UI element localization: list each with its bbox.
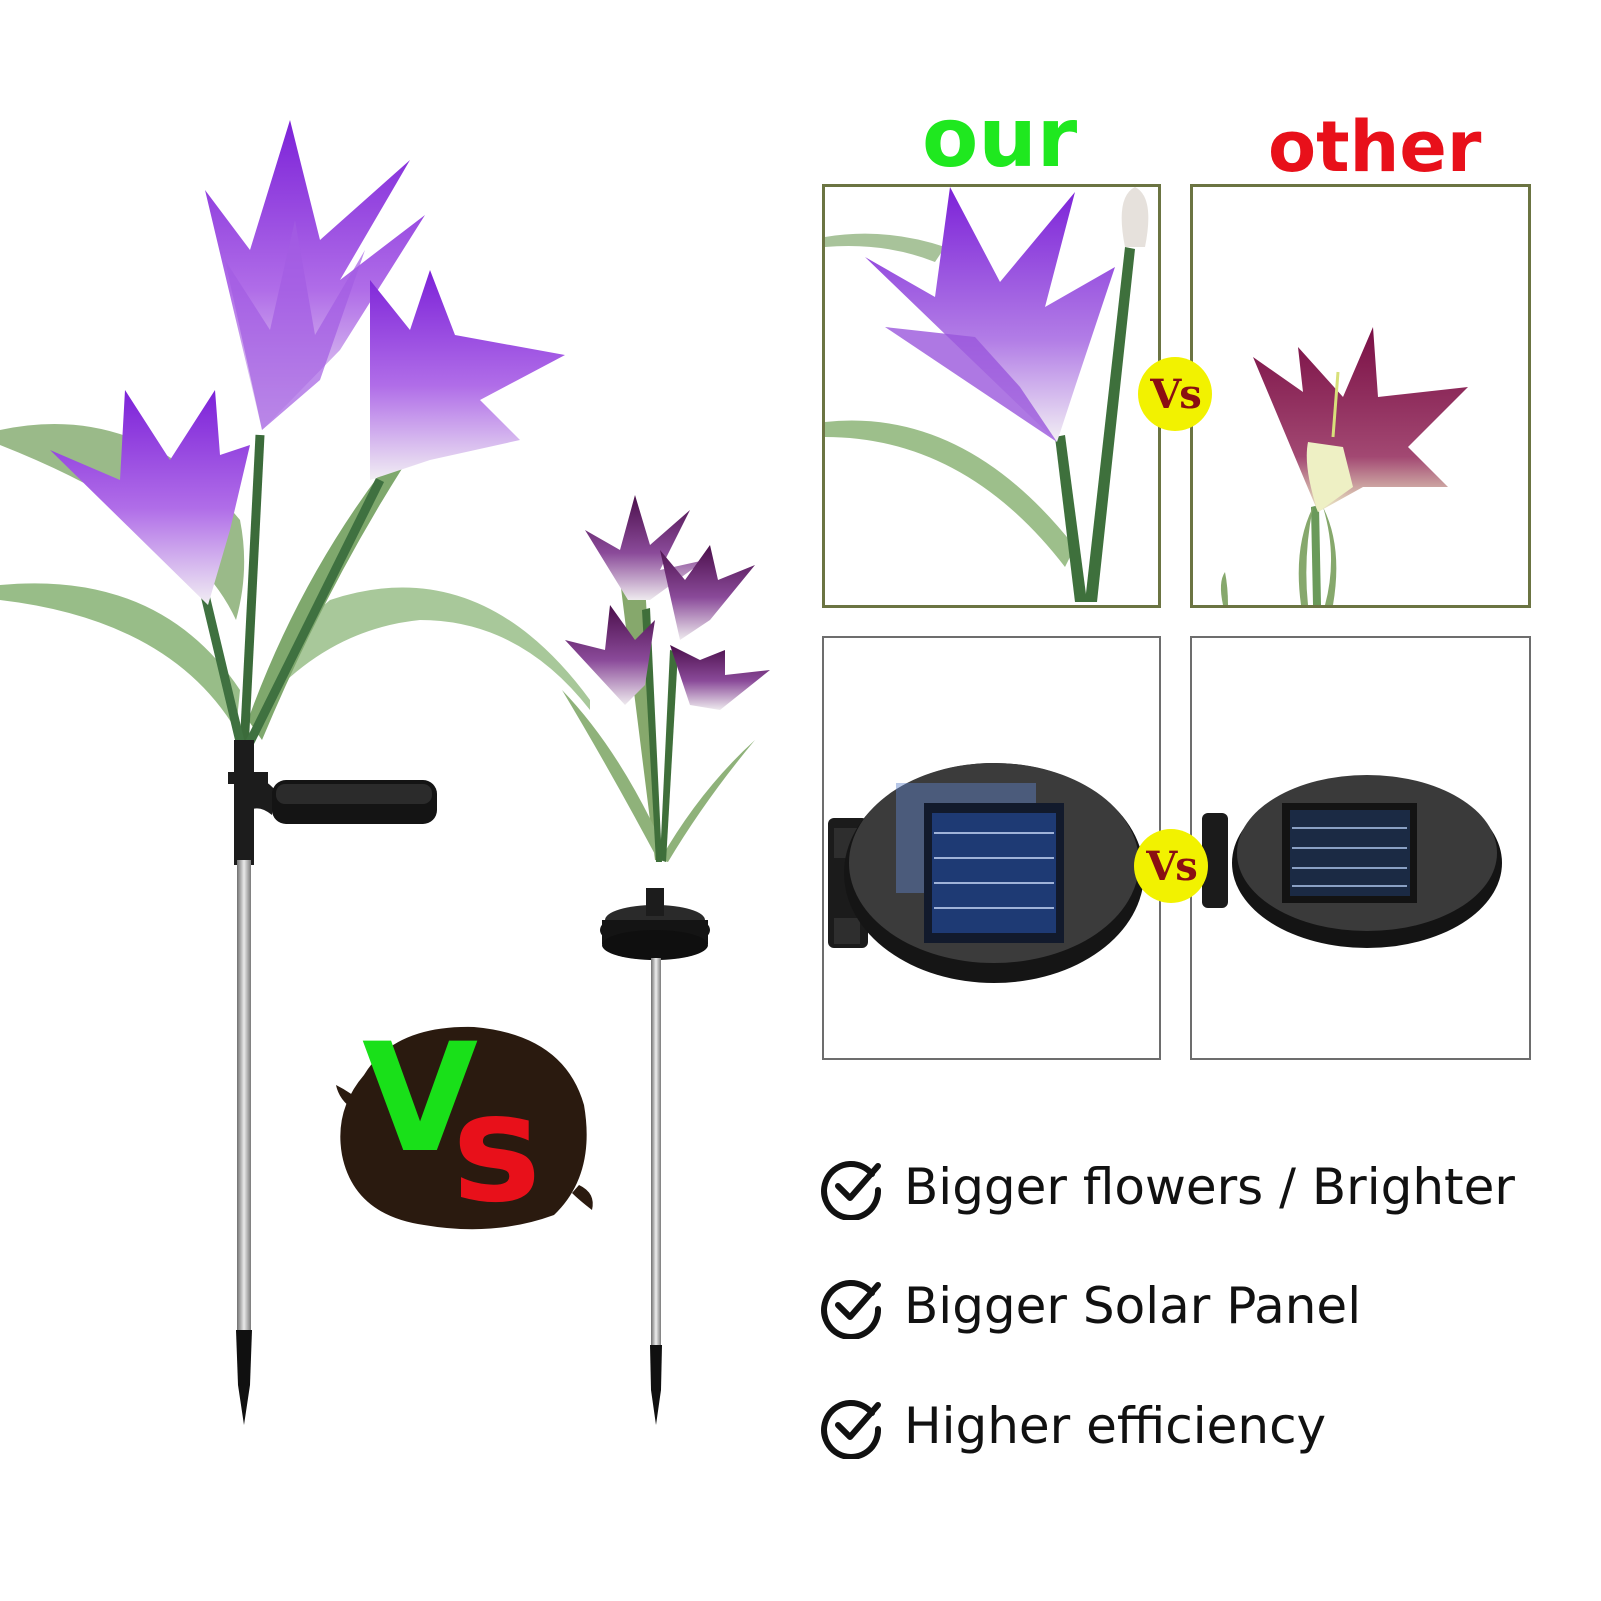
other-flower-image (1220, 327, 1468, 605)
heading-our: our (922, 91, 1078, 186)
big-vs-v-letter: V (362, 1015, 478, 1186)
other-lily-stake-photo (562, 495, 770, 1425)
our-solar-panel-image (828, 763, 1144, 983)
check-circle-icon (821, 1400, 882, 1459)
our-solar-panel-closeup (822, 636, 1161, 1060)
vs-badge-flowers: Vs (1138, 357, 1212, 431)
check-circle-icon (821, 1161, 882, 1220)
feature-text: Higher efficiency (904, 1397, 1327, 1455)
big-vs-badge: V s (336, 1015, 593, 1236)
vs-badge-panels: Vs (1134, 829, 1208, 903)
other-solar-panel-closeup (1190, 636, 1531, 1060)
heading-other: other (1268, 106, 1482, 188)
check-circle-icon (821, 1280, 882, 1339)
our-flower-image (825, 187, 1149, 602)
feature-text: Bigger Solar Panel (904, 1277, 1362, 1335)
our-lily-stake-photo (0, 120, 590, 1425)
our-flower-closeup (822, 184, 1161, 608)
big-vs-s-letter: s (452, 1062, 541, 1236)
feature-item: Bigger flowers / Brighter (820, 1151, 1515, 1223)
other-solar-panel-image (1202, 775, 1502, 948)
feature-text: Bigger flowers / Brighter (904, 1158, 1515, 1216)
feature-item: Bigger Solar Panel (820, 1270, 1361, 1342)
feature-item: Higher efficiency (820, 1390, 1326, 1462)
other-flower-closeup (1190, 184, 1531, 608)
